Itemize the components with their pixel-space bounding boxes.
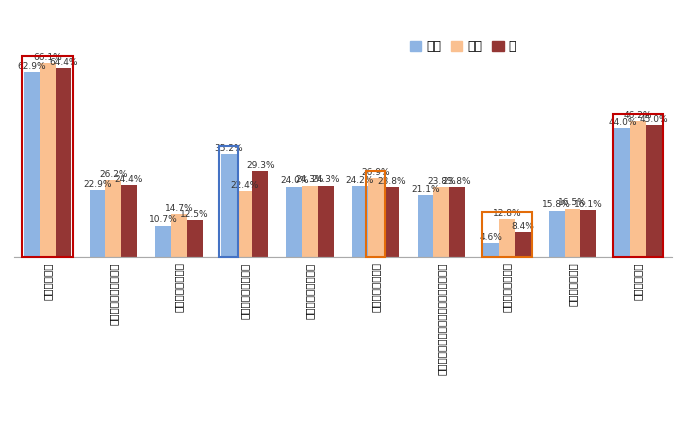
Text: 62.9%: 62.9% xyxy=(18,62,46,71)
Text: 22.9%: 22.9% xyxy=(84,179,112,189)
Legend: 男性, 女性, 計: 男性, 女性, 計 xyxy=(405,35,521,58)
Text: 26.2%: 26.2% xyxy=(99,170,128,179)
Bar xyxy=(630,121,646,257)
Bar xyxy=(171,214,187,257)
Bar xyxy=(368,178,384,257)
Bar xyxy=(302,186,318,257)
Bar xyxy=(433,187,449,257)
Text: 24.0%: 24.0% xyxy=(280,176,308,185)
Text: 24.2%: 24.2% xyxy=(346,176,374,185)
Bar xyxy=(40,63,56,257)
Bar xyxy=(449,187,465,257)
Bar xyxy=(155,225,171,257)
Bar xyxy=(418,195,433,257)
Text: 64.4%: 64.4% xyxy=(49,58,77,67)
Bar xyxy=(121,185,137,257)
Text: 16.1%: 16.1% xyxy=(574,199,603,209)
Bar xyxy=(236,191,253,257)
Text: 12.8%: 12.8% xyxy=(492,209,521,218)
Text: 29.3%: 29.3% xyxy=(246,161,274,170)
Text: 44.0%: 44.0% xyxy=(608,118,637,127)
Bar xyxy=(187,220,202,257)
Bar xyxy=(565,209,581,257)
Bar xyxy=(483,244,499,257)
Text: 45.0%: 45.0% xyxy=(640,115,668,124)
Bar xyxy=(318,186,333,257)
Text: 23.8%: 23.8% xyxy=(427,177,456,186)
Text: 24.3%: 24.3% xyxy=(312,175,340,184)
Text: 4.6%: 4.6% xyxy=(480,233,502,242)
Text: 22.4%: 22.4% xyxy=(230,181,259,190)
Text: 26.9%: 26.9% xyxy=(361,168,390,177)
Bar xyxy=(105,180,121,257)
Bar xyxy=(56,68,71,257)
Text: 35.2%: 35.2% xyxy=(215,144,243,152)
Bar xyxy=(581,210,596,257)
Bar xyxy=(24,73,40,257)
Text: 24.4%: 24.4% xyxy=(115,175,143,184)
Bar xyxy=(352,186,368,257)
Text: 46.2%: 46.2% xyxy=(624,111,653,120)
Bar xyxy=(384,187,399,257)
Bar xyxy=(287,187,302,257)
Bar xyxy=(646,125,662,257)
Text: 8.4%: 8.4% xyxy=(511,222,534,231)
Bar xyxy=(549,210,565,257)
Text: 14.7%: 14.7% xyxy=(164,204,194,213)
Bar xyxy=(614,128,630,257)
Bar xyxy=(499,219,515,257)
Bar xyxy=(90,190,105,257)
Text: 10.7%: 10.7% xyxy=(149,215,177,225)
Text: 23.8%: 23.8% xyxy=(443,177,471,186)
Text: 23.8%: 23.8% xyxy=(377,177,406,186)
Text: 12.5%: 12.5% xyxy=(181,210,209,219)
Bar xyxy=(221,154,236,257)
Bar xyxy=(515,232,530,257)
Text: 24.3%: 24.3% xyxy=(296,175,325,184)
Text: 15.8%: 15.8% xyxy=(543,200,571,210)
Text: 16.5%: 16.5% xyxy=(558,198,587,207)
Text: 66.1%: 66.1% xyxy=(33,53,62,62)
Bar xyxy=(253,171,268,257)
Text: 21.1%: 21.1% xyxy=(411,185,440,194)
